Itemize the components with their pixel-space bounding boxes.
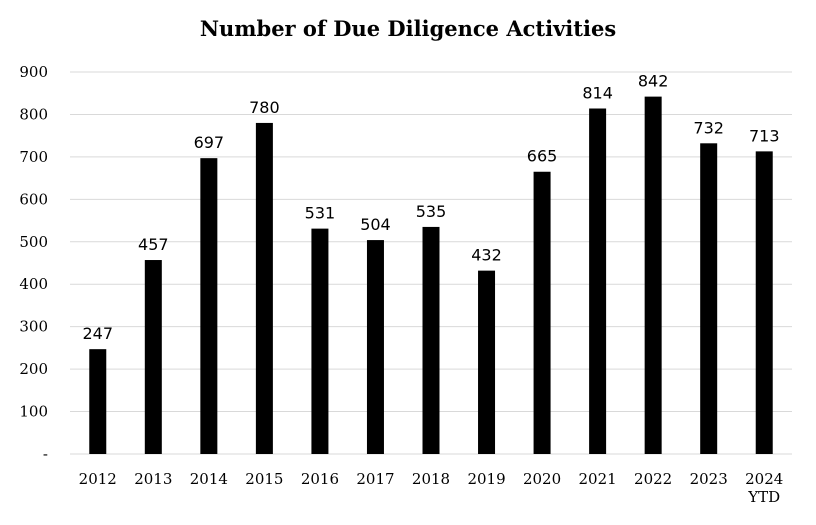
bar — [255, 122, 273, 454]
x-tick-label: 2018 — [412, 470, 450, 488]
y-tick-label: 200 — [19, 360, 48, 378]
chart-title: Number of Due Diligence Activities — [199, 16, 617, 41]
data-label: 697 — [194, 133, 225, 152]
x-tick-label: 2013 — [134, 470, 172, 488]
data-label: 665 — [527, 147, 558, 166]
y-tick-label: 800 — [19, 105, 48, 123]
x-tick-label: 2023 — [690, 470, 728, 488]
bar — [366, 240, 384, 454]
bar — [144, 260, 162, 454]
x-tick-label: 2014 — [190, 470, 228, 488]
data-label: 457 — [138, 235, 169, 254]
data-label: 732 — [693, 118, 724, 137]
x-tick-label: 2020 — [523, 470, 561, 488]
x-tick-label: 2021 — [579, 470, 617, 488]
bar — [478, 270, 496, 454]
x-tick-label: 2016 — [301, 470, 339, 488]
bar — [89, 349, 107, 454]
data-label: 432 — [471, 246, 502, 265]
x-tick-label: 2012 — [79, 470, 117, 488]
x-tick-label: 2022 — [634, 470, 672, 488]
y-tick-label: 600 — [19, 190, 48, 208]
x-tick-label: 2019 — [467, 470, 505, 488]
data-label: 814 — [582, 84, 613, 103]
bar — [311, 228, 329, 454]
data-label: 535 — [416, 202, 447, 221]
data-label: 780 — [249, 98, 280, 117]
y-tick-label: 100 — [19, 403, 48, 421]
bar — [533, 171, 551, 454]
y-tick-label: - — [43, 445, 48, 463]
bar — [589, 108, 607, 454]
y-tick-label: 700 — [19, 148, 48, 166]
data-label: 247 — [82, 324, 113, 343]
data-label: 842 — [638, 72, 669, 91]
bar — [644, 96, 662, 455]
bar — [200, 158, 218, 454]
data-label: 713 — [749, 126, 780, 145]
y-tick-label: 300 — [19, 318, 48, 336]
data-label: 531 — [305, 204, 336, 223]
bar — [422, 226, 440, 454]
bar — [700, 143, 718, 454]
bar — [755, 151, 773, 455]
y-tick-label: 500 — [19, 233, 48, 251]
y-tick-label: 900 — [19, 63, 48, 81]
x-tick-label: 2024 YTD — [745, 470, 783, 506]
x-tick-label: 2015 — [245, 470, 283, 488]
data-label: 504 — [360, 215, 391, 234]
x-tick-label: 2017 — [356, 470, 394, 488]
y-tick-label: 400 — [19, 275, 48, 293]
